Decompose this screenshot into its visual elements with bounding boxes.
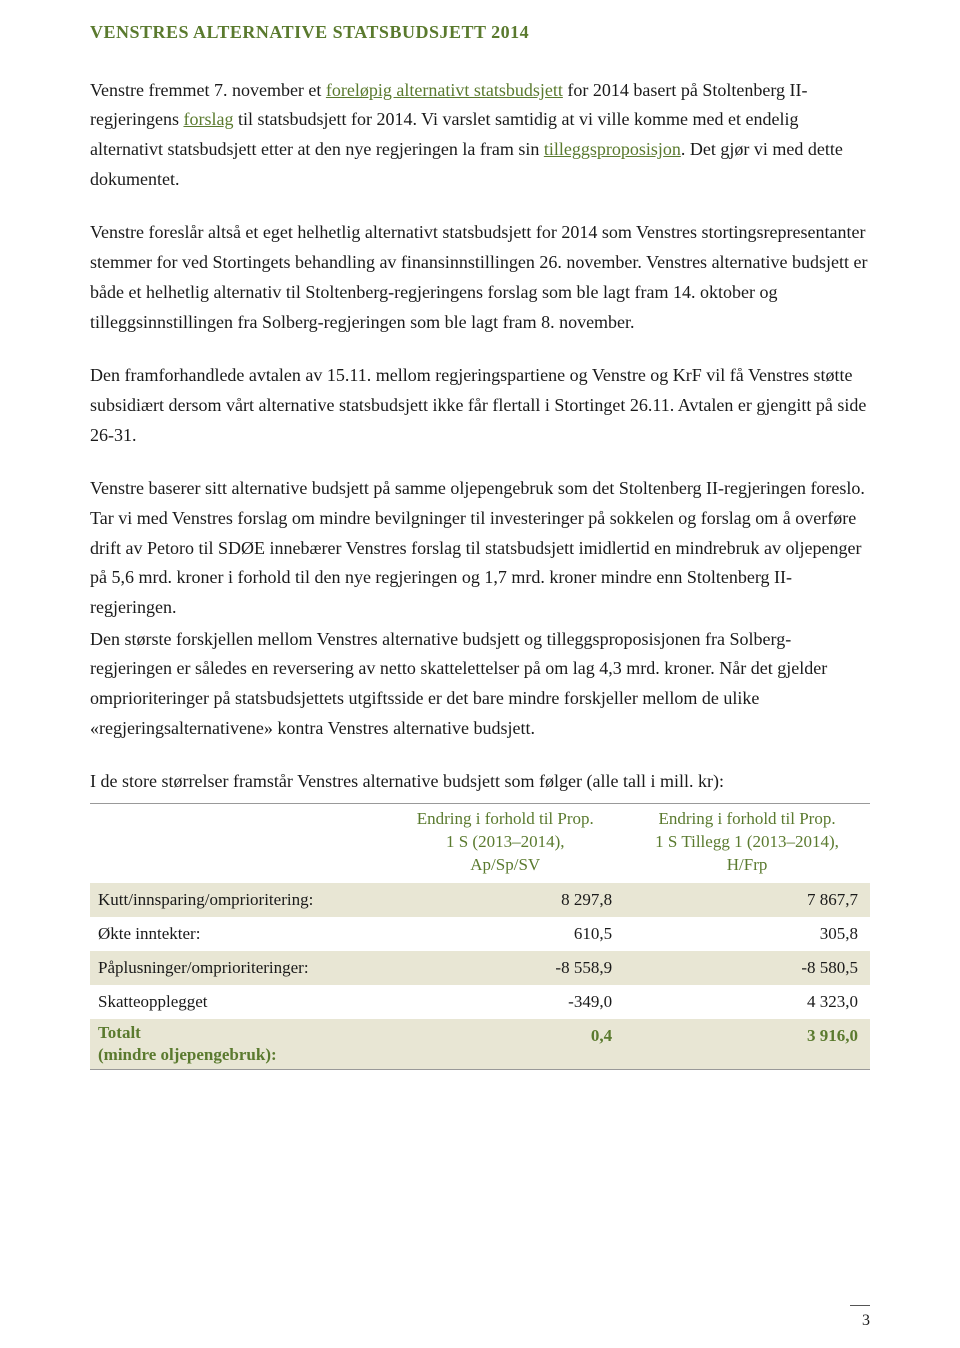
row-label: Skatteopplegget	[90, 985, 386, 1019]
cell: 3 916,0	[624, 1019, 870, 1070]
table-row: Skatteopplegget -349,0 4 323,0	[90, 985, 870, 1019]
text: Venstre fremmet 7. november et	[90, 80, 326, 100]
row-label: Totalt (mindre oljepengebruk):	[90, 1019, 386, 1070]
page-number: 3	[850, 1305, 870, 1334]
cell: -8 580,5	[624, 951, 870, 985]
col-header-1: Endring i forhold til Prop. 1 S (2013–20…	[386, 804, 624, 883]
col-header-2: Endring i forhold til Prop. 1 S Tillegg …	[624, 804, 870, 883]
cell: 7 867,7	[624, 883, 870, 917]
text: 1 S Tillegg 1 (2013–2014),	[655, 832, 839, 851]
table-row: Økte inntekter: 610,5 305,8	[90, 917, 870, 951]
cell: 305,8	[624, 917, 870, 951]
cell: 0,4	[386, 1019, 624, 1070]
cell: 4 323,0	[624, 985, 870, 1019]
text: H/Frp	[727, 855, 768, 874]
text: Endring i forhold til Prop.	[417, 809, 594, 828]
paragraph-5: Den største forskjellen mellom Venstres …	[90, 625, 870, 744]
row-label: Økte inntekter:	[90, 917, 386, 951]
text: Ap/Sp/SV	[470, 855, 540, 874]
table-row: Påplusninger/omprioriteringer: -8 558,9 …	[90, 951, 870, 985]
paragraph-2: Venstre foreslår altså et eget helhetlig…	[90, 218, 870, 337]
text: Totalt	[98, 1023, 141, 1042]
table-header-row: Endring i forhold til Prop. 1 S (2013–20…	[90, 804, 870, 883]
link-forelopig-budsjett[interactable]: foreløpig alternativt statsbudsjett	[326, 80, 563, 100]
row-label: Kutt/innsparing/omprioritering:	[90, 883, 386, 917]
table-row: Kutt/innsparing/omprioritering: 8 297,8 …	[90, 883, 870, 917]
text: Endring i forhold til Prop.	[659, 809, 836, 828]
paragraph-4: Venstre baserer sitt alternative budsjet…	[90, 474, 870, 622]
cell: 610,5	[386, 917, 624, 951]
paragraph-1: Venstre fremmet 7. november et foreløpig…	[90, 76, 870, 195]
cell: 8 297,8	[386, 883, 624, 917]
budget-table: Endring i forhold til Prop. 1 S (2013–20…	[90, 803, 870, 1070]
table-total-row: Totalt (mindre oljepengebruk): 0,4 3 916…	[90, 1019, 870, 1070]
text: (mindre oljepengebruk):	[98, 1045, 277, 1064]
cell: -349,0	[386, 985, 624, 1019]
table-caption: I de store størrelser framstår Venstres …	[90, 767, 870, 797]
paragraph-3: Den framforhandlede avtalen av 15.11. me…	[90, 361, 870, 450]
row-label: Påplusninger/omprioriteringer:	[90, 951, 386, 985]
text: 1 S (2013–2014),	[446, 832, 565, 851]
cell: -8 558,9	[386, 951, 624, 985]
page-title: VENSTRES ALTERNATIVE STATSBUDSJETT 2014	[90, 18, 870, 48]
link-tilleggsproposisjon[interactable]: tilleggsproposisjon	[544, 139, 681, 159]
link-forslag[interactable]: forslag	[183, 109, 233, 129]
